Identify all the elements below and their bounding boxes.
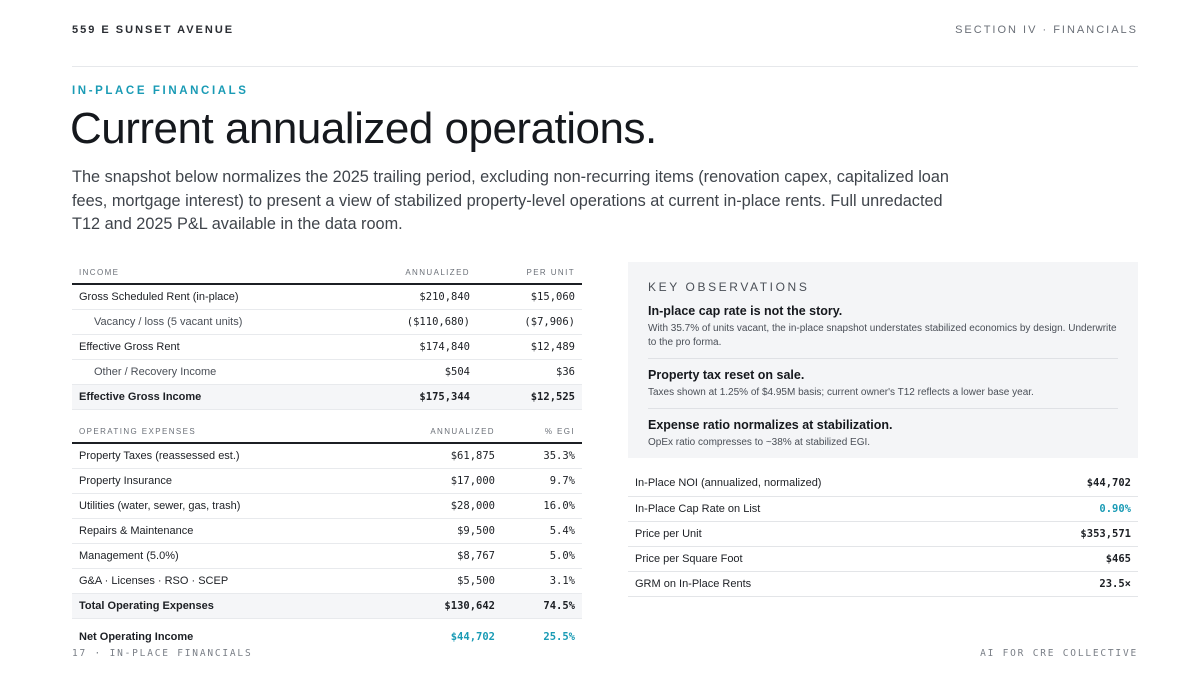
key-observations-panel: KEY OBSERVATIONS In-place cap rate is no…: [628, 262, 1138, 458]
property-name: 559 E SUNSET AVENUE: [72, 24, 235, 36]
row-pct: 9.7%: [502, 468, 582, 494]
table-row: Repairs & Maintenance $9,500 5.4%: [72, 518, 582, 544]
row-pct: 35.3%: [502, 443, 582, 469]
row-annualized: $174,840: [372, 334, 477, 360]
row-label: Total Operating Expenses: [72, 593, 412, 619]
row-annualized: $175,344: [372, 384, 477, 410]
table-row: Property Insurance $17,000 9.7%: [72, 468, 582, 494]
row-per-unit: ($7,906): [477, 309, 582, 335]
row-annualized: ($110,680): [372, 309, 477, 335]
row-label: Utilities (water, sewer, gas, trash): [72, 493, 412, 519]
row-annualized: $130,642: [412, 593, 502, 619]
row-per-unit: $12,489: [477, 334, 582, 360]
header-divider: [72, 66, 1138, 67]
row-pct: 5.0%: [502, 543, 582, 569]
row-label: G&A · Licenses · RSO · SCEP: [72, 568, 412, 594]
row-label: Vacancy / loss (5 vacant units): [72, 309, 372, 335]
metric-row: In-Place Cap Rate on List 0.90%: [628, 496, 1138, 522]
row-pct: 5.4%: [502, 518, 582, 544]
row-per-unit: $36: [477, 359, 582, 385]
observation-item: In-place cap rate is not the story. With…: [648, 304, 1118, 359]
metric-value: $44,702: [1018, 471, 1138, 497]
row-label: Management (5.0%): [72, 543, 412, 569]
row-annualized: $9,500: [412, 518, 502, 544]
footer-page-label: 17 · IN-PLACE FINANCIALS: [72, 648, 253, 659]
intro-paragraph: The snapshot below normalizes the 2025 t…: [72, 168, 949, 233]
metric-label: In-Place Cap Rate on List: [628, 496, 1018, 522]
income-col-annualized: ANNUALIZED: [372, 262, 477, 285]
row-annualized: $210,840: [372, 284, 477, 310]
noi-annualized: $44,702: [450, 630, 495, 643]
section-label: SECTION IV · FINANCIALS: [955, 24, 1138, 36]
row-pct: 16.0%: [502, 493, 582, 519]
metric-label: In-Place NOI (annualized, normalized): [628, 471, 1018, 497]
observation-body: With 35.7% of units vacant, the in-place…: [648, 323, 1117, 348]
metric-value: $353,571: [1018, 521, 1138, 547]
metric-row: In-Place NOI (annualized, normalized) $4…: [628, 471, 1138, 497]
row-annualized: $8,767: [412, 543, 502, 569]
table-row: Utilities (water, sewer, gas, trash) $28…: [72, 493, 582, 519]
metrics-table: In-Place NOI (annualized, normalized) $4…: [628, 471, 1138, 597]
opex-col-annualized: ANNUALIZED: [412, 421, 502, 444]
income-table: INCOME ANNUALIZED PER UNIT Gross Schedul…: [72, 262, 582, 410]
row-per-unit: $12,525: [477, 384, 582, 410]
footer-brand: AI FOR CRE COLLECTIVE: [980, 648, 1138, 659]
metric-value: 0.90%: [1018, 496, 1138, 522]
row-label: Property Insurance: [72, 468, 412, 494]
metric-value: 23.5×: [1018, 571, 1138, 597]
opex-col-label: OPERATING EXPENSES: [72, 421, 412, 444]
page-title: Current annualized operations.: [70, 104, 657, 153]
metric-label: Price per Unit: [628, 521, 1018, 547]
row-label: Other / Recovery Income: [72, 359, 372, 385]
opex-total-row: Total Operating Expenses $130,642 74.5%: [72, 593, 582, 619]
income-col-label: INCOME: [72, 262, 372, 285]
observation-heading: Property tax reset on sale.: [648, 368, 805, 382]
income-header-row: INCOME ANNUALIZED PER UNIT: [72, 262, 582, 285]
observation-heading: In-place cap rate is not the story.: [648, 304, 843, 318]
metric-row: GRM on In-Place Rents 23.5×: [628, 571, 1138, 597]
row-per-unit: $15,060: [477, 284, 582, 310]
row-label: Net Operating Income: [79, 630, 194, 643]
row-label: Gross Scheduled Rent (in-place): [72, 284, 372, 310]
row-label: Repairs & Maintenance: [72, 518, 412, 544]
income-col-per-unit: PER UNIT: [477, 262, 582, 285]
metric-label: GRM on In-Place Rents: [628, 571, 1018, 597]
observation-body: OpEx ratio compresses to ~38% at stabili…: [648, 437, 871, 448]
table-row: Effective Gross Rent $174,840 $12,489: [72, 334, 582, 360]
observation-heading: Expense ratio normalizes at stabilizatio…: [648, 418, 893, 432]
table-row: Vacancy / loss (5 vacant units) ($110,68…: [72, 309, 582, 335]
eyebrow: IN-PLACE FINANCIALS: [72, 85, 249, 97]
row-annualized: $28,000: [412, 493, 502, 519]
opex-header-row: OPERATING EXPENSES ANNUALIZED % EGI: [72, 421, 582, 444]
noi-pct: 25.5%: [543, 630, 575, 643]
noi-row: Net Operating Income $44,702 25.5%: [72, 624, 582, 649]
table-row: G&A · Licenses · RSO · SCEP $5,500 3.1%: [72, 568, 582, 594]
table-row: Other / Recovery Income $504 $36: [72, 359, 582, 385]
metric-value: $465: [1018, 546, 1138, 572]
metric-label: Price per Square Foot: [628, 546, 1018, 572]
table-row: Management (5.0%) $8,767 5.0%: [72, 543, 582, 569]
metric-row: Price per Unit $353,571: [628, 521, 1138, 547]
observation-item: Expense ratio normalizes at stabilizatio…: [648, 418, 1118, 458]
opex-col-pct-egi: % EGI: [502, 421, 582, 444]
row-pct: 3.1%: [502, 568, 582, 594]
row-annualized: $17,000: [412, 468, 502, 494]
row-annualized: $5,500: [412, 568, 502, 594]
observation-item: Property tax reset on sale. Taxes shown …: [648, 368, 1118, 409]
row-annualized: $61,875: [412, 443, 502, 469]
row-label: Property Taxes (reassessed est.): [72, 443, 412, 469]
egi-total-row: Effective Gross Income $175,344 $12,525: [72, 384, 582, 410]
table-row: Gross Scheduled Rent (in-place) $210,840…: [72, 284, 582, 310]
opex-table: OPERATING EXPENSES ANNUALIZED % EGI Prop…: [72, 421, 582, 649]
row-label: Effective Gross Income: [72, 384, 372, 410]
metric-row: Price per Square Foot $465: [628, 546, 1138, 572]
observations-title: KEY OBSERVATIONS: [648, 280, 810, 294]
row-annualized: $504: [372, 359, 477, 385]
row-pct: 74.5%: [502, 593, 582, 619]
observation-body: Taxes shown at 1.25% of $4.95M basis; cu…: [648, 387, 1034, 398]
row-label: Effective Gross Rent: [72, 334, 372, 360]
table-row: Property Taxes (reassessed est.) $61,875…: [72, 443, 582, 469]
